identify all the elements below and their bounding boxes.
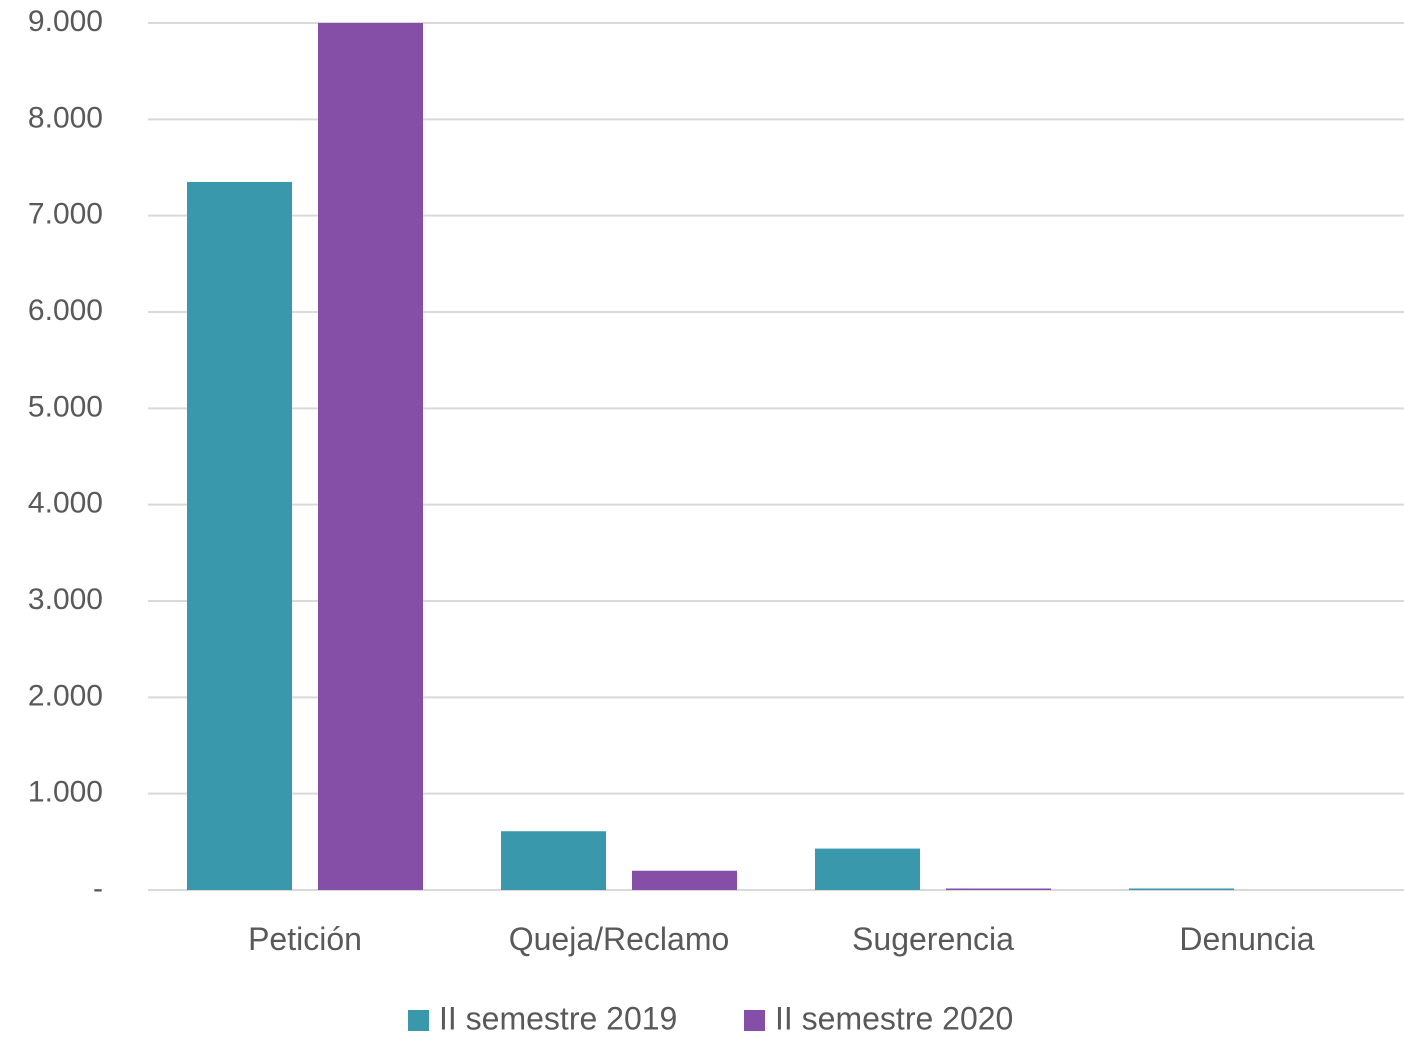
y-tick-label: 5.000 [28, 390, 103, 423]
bar-1-1 [632, 870, 737, 890]
x-category-label: Queja/Reclamo [509, 921, 730, 957]
x-axis-category-labels: Petición Queja/Reclamo Sugerencia Denuncia [248, 921, 1315, 957]
bar-0-1 [318, 23, 423, 890]
bar-0-0 [187, 181, 292, 890]
bar-3-0 [1129, 888, 1234, 890]
y-tick-label: 3.000 [28, 583, 103, 616]
y-tick-label: 4.000 [28, 487, 103, 520]
y-tick-label: - [93, 872, 103, 905]
y-axis-tick-labels: - 1.000 2.000 3.000 4.000 5.000 6.000 7.000 8.00… [28, 5, 103, 905]
legend-swatch [744, 1010, 765, 1031]
x-category-label: Sugerencia [852, 921, 1014, 957]
y-tick-label: 9.000 [28, 5, 103, 38]
x-category-label: Petición [248, 921, 362, 957]
bar-2-0 [815, 848, 920, 890]
y-tick-label: 8.000 [28, 101, 103, 134]
y-tick-label: 2.000 [28, 679, 103, 712]
bar-2-1 [946, 888, 1051, 890]
legend: II semestre 2019 II semestre 2020 [408, 1000, 1013, 1036]
x-category-label: Denuncia [1179, 921, 1314, 957]
legend-label: II semestre 2020 [775, 1000, 1013, 1036]
bar-1-0 [501, 831, 606, 890]
y-tick-label: 7.000 [28, 198, 103, 231]
legend-label: II semestre 2019 [439, 1000, 677, 1036]
bars [187, 23, 1234, 890]
legend-swatch [408, 1010, 429, 1031]
y-tick-label: 1.000 [28, 776, 103, 809]
y-tick-label: 6.000 [28, 294, 103, 327]
